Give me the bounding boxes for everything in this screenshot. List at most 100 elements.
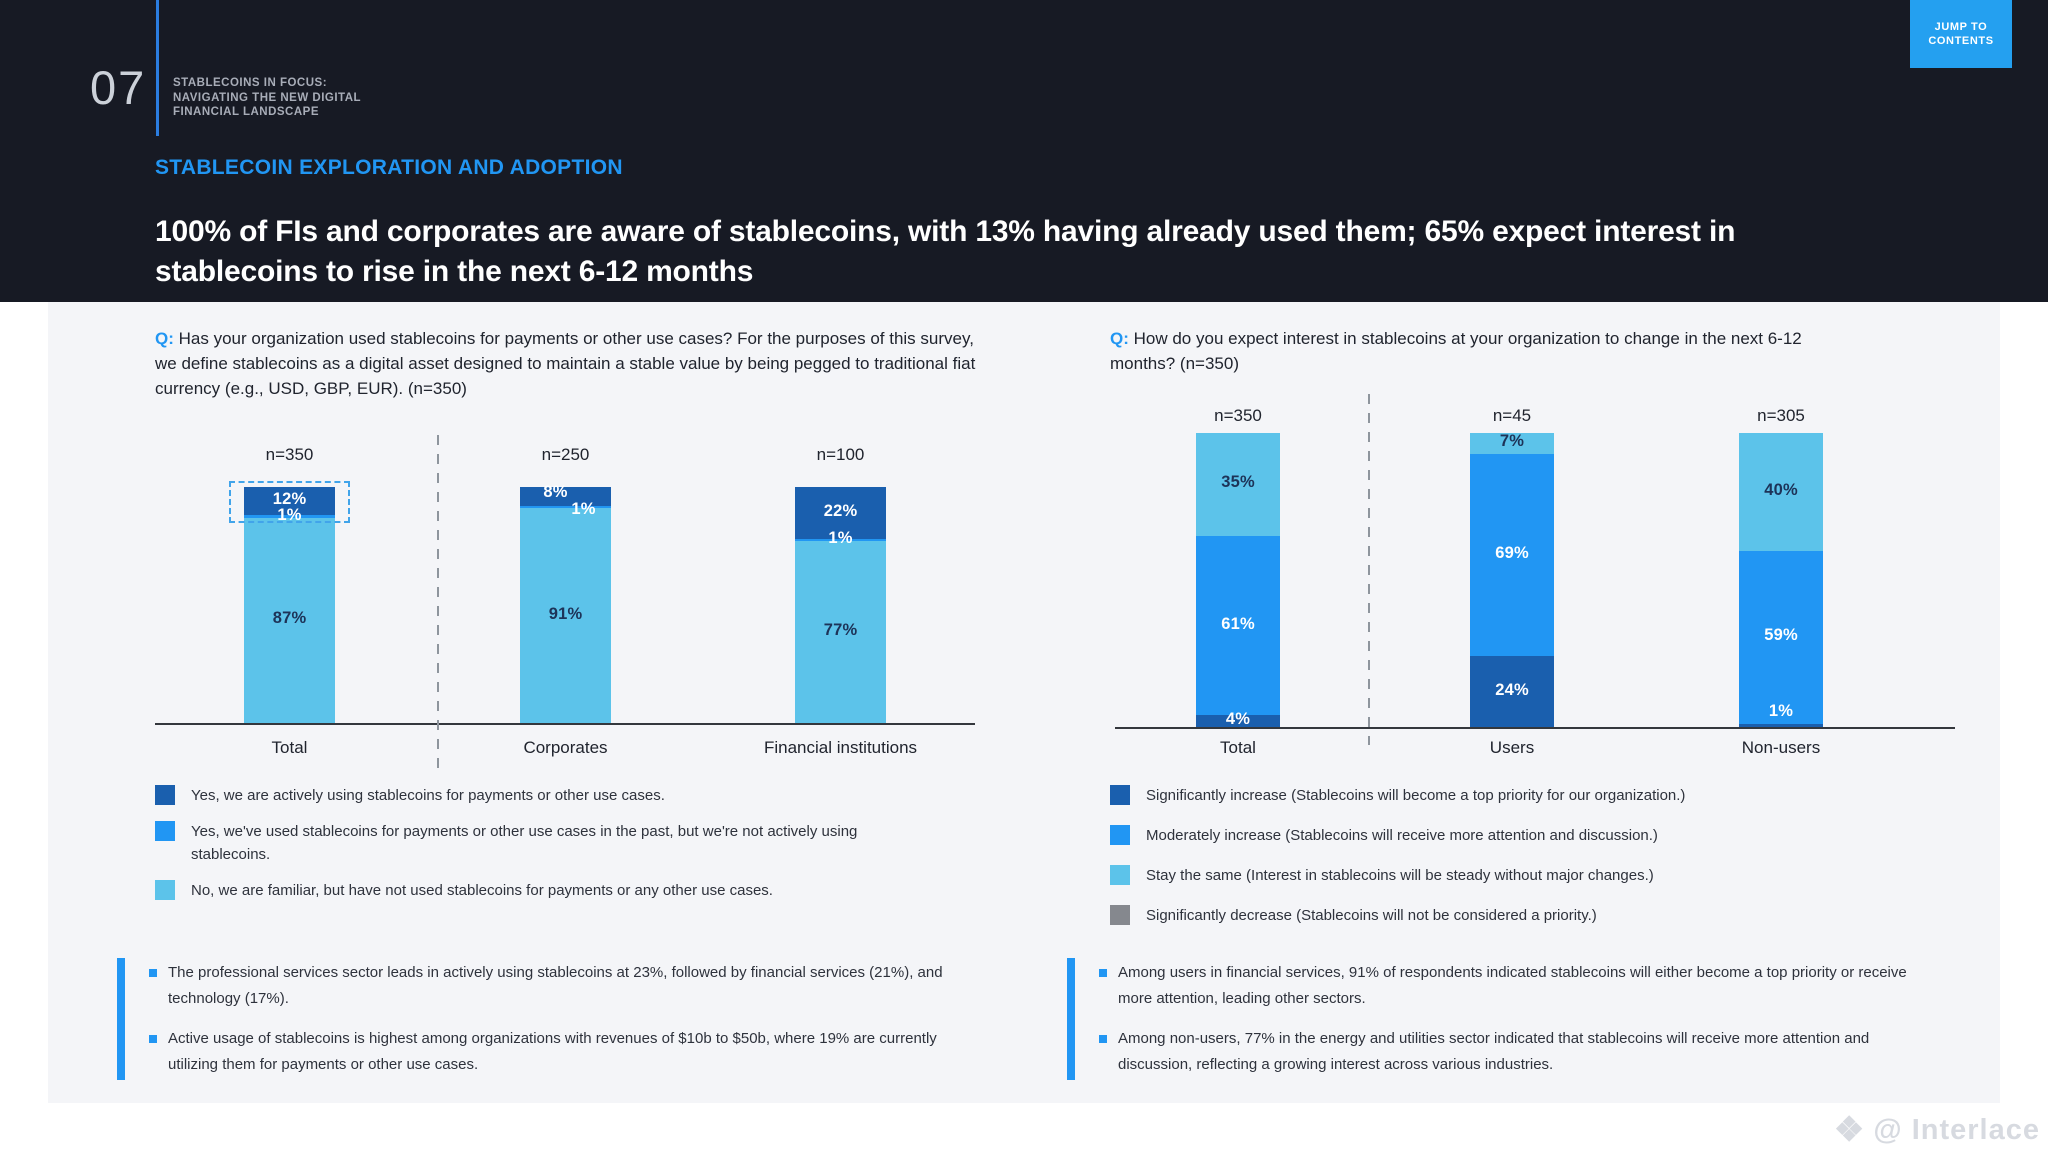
dashed-separator [1368, 394, 1370, 745]
legend-label: Stay the same (Interest in stablecoins w… [1146, 867, 1654, 884]
segment-dark_blue [1470, 656, 1554, 727]
segment-dark_blue [1739, 724, 1823, 727]
slide-title-line1: 100% of FIs and corporates are aware of … [155, 215, 1736, 249]
segment-value-label: 69% [1495, 544, 1529, 562]
segment-dark_blue [244, 487, 335, 516]
stacked-bar: 7% 69% 24% [1470, 432, 1554, 727]
segment-value-label: 4% [1225, 710, 1251, 729]
legend-usage: Yes, we are actively using stablecoins f… [155, 784, 875, 902]
bar-n-label: n=350 [1214, 406, 1262, 425]
segment-value-label: 8% [543, 483, 568, 502]
legend-swatch [155, 785, 175, 805]
section-label: STABLECOIN EXPLORATION AND ADOPTION [155, 156, 623, 179]
bar-category-label: Total [1220, 738, 1256, 757]
segment-mid_blue [244, 515, 335, 518]
content-card: Q: Has your organization used stablecoin… [48, 302, 2000, 1103]
legend-item: Significantly increase (Stablecoins will… [1110, 784, 1900, 807]
question-prefix: Q: [155, 329, 174, 348]
insight-bullet: Among non-users, 77% in the energy and u… [1099, 1026, 1918, 1078]
legend-label: No, we are familiar, but have not used s… [191, 882, 773, 899]
header-divider-line [156, 0, 159, 136]
segment-value-label: 40% [1764, 480, 1798, 499]
document-title-line: STABLECOINS IN FOCUS: [173, 77, 328, 89]
segment-value-label: 91% [548, 604, 583, 623]
bar-n-label: n=350 [265, 445, 314, 464]
legend-label: Significantly increase (Stablecoins will… [1146, 787, 1686, 804]
segment-dark_blue [520, 487, 611, 506]
legend-swatch [1110, 785, 1130, 805]
stacked-bar: 8% 1% 91% [520, 483, 611, 723]
insight-callout-right: Among users in financial services, 91% o… [1067, 958, 1918, 1080]
segment-value-label: 7% [1499, 432, 1525, 451]
segment-value-label: 59% [1764, 626, 1798, 645]
bar-category-label: Corporates [523, 738, 608, 757]
slide-title-line2: stablecoins to rise in the next 6-12 mon… [155, 255, 754, 289]
highlight-box [229, 481, 350, 523]
legend-item: Yes, we've used stablecoins for payments… [155, 820, 875, 866]
insight-callout-left: The professional services sector leads i… [117, 958, 948, 1080]
stacked-bar: 22% 1% 77% [795, 487, 886, 723]
interlace-logo-icon: ❖ [1833, 1111, 1866, 1149]
stacked-bar: 40% 59% 1% [1739, 433, 1823, 727]
slide-header: JUMP TO CONTENTS 07 STABLECOINS IN FOCUS… [0, 0, 2048, 302]
callout-accent-bar [117, 958, 125, 1080]
x-axis-line [1115, 727, 1955, 729]
segment-light_blue [1470, 433, 1554, 454]
segment-value-label: 35% [1221, 473, 1255, 492]
jump-to-contents-button[interactable]: JUMP TO CONTENTS [1910, 0, 2012, 68]
dashed-separator [437, 435, 439, 770]
bar-category-label: Users [1489, 738, 1535, 757]
legend-swatch [155, 821, 175, 841]
question-text: How do you expect interest in stablecoin… [1110, 329, 1802, 373]
segment-value-label: 77% [823, 621, 858, 640]
segment-mid_blue [1470, 453, 1554, 657]
bar-category-label: Financial institutions [763, 738, 918, 757]
insight-bullet: The professional services sector leads i… [149, 960, 948, 1012]
legend-item: Stay the same (Interest in stablecoins w… [1110, 864, 1900, 887]
legend-label: Moderately increase (Stablecoins will re… [1146, 827, 1658, 844]
segment-value-label: 1% [571, 500, 596, 519]
segment-dark_blue [795, 487, 886, 539]
legend-label: Yes, we are actively using stablecoins f… [191, 787, 665, 804]
segment-mid_blue [520, 505, 611, 509]
question-text: Has your organization used stablecoins f… [155, 329, 976, 398]
bar-category-label: Non-users [1741, 738, 1821, 757]
legend-swatch [155, 880, 175, 900]
question-prefix: Q: [1110, 329, 1129, 348]
document-title-line: FINANCIAL LANDSCAPE [173, 106, 320, 118]
insight-bullet: Among users in financial services, 91% o… [1099, 960, 1918, 1012]
segment-light_blue [1739, 433, 1823, 551]
segment-value-label: 1% [277, 505, 302, 524]
legend-label: Yes, we've used stablecoins for payments… [191, 823, 858, 863]
interlace-watermark: ❖ @ Interlace [1834, 1113, 2040, 1147]
segment-value-label: 1% [1768, 701, 1794, 720]
bar-n-label: n=250 [541, 445, 590, 464]
legend-item: Moderately increase (Stablecoins will re… [1110, 824, 1900, 847]
legend-swatch [1110, 865, 1130, 885]
document-title-line: NAVIGATING THE NEW DIGITAL [173, 91, 362, 104]
bar-category-label: Total [271, 738, 308, 757]
legend-item: Significantly decrease (Stablecoins will… [1110, 904, 1900, 927]
chart-stablecoin-usage: n=350 Total 12% 1% 87% n=250 Corporates 8% 1% 91%… [155, 435, 975, 775]
segment-light_blue [795, 541, 886, 723]
segment-value-label: 12% [272, 490, 307, 509]
watermark-text: @ Interlace [1873, 1113, 2040, 1146]
segment-mid_blue [1739, 550, 1823, 725]
segment-dark_blue [1196, 715, 1280, 727]
bar-n-label: n=45 [1492, 406, 1532, 425]
stacked-bar: 35% 61% 4% [1196, 433, 1280, 729]
segment-value-label: 24% [1495, 680, 1529, 699]
document-title: STABLECOINS IN FOCUS: NAVIGATING THE NEW… [173, 76, 361, 120]
bar-n-label: n=305 [1757, 406, 1805, 425]
bar-n-label: n=100 [816, 445, 865, 464]
legend-item: Yes, we are actively using stablecoins f… [155, 784, 875, 807]
legend-label: Significantly decrease (Stablecoins will… [1146, 907, 1597, 924]
x-axis-line [155, 723, 975, 725]
legend-swatch [1110, 905, 1130, 925]
segment-value-label: 1% [828, 529, 853, 548]
slide-title: 100% of FIs and corporates are aware of … [155, 212, 1735, 292]
chart-interest-change: n=350 Total 35% 61% 4% n=45 Users 7% 69% 24% n=305… [1115, 394, 1955, 757]
segment-value-label: 61% [1221, 614, 1255, 633]
segment-light_blue [520, 508, 611, 723]
segment-value-label: 22% [823, 501, 858, 520]
